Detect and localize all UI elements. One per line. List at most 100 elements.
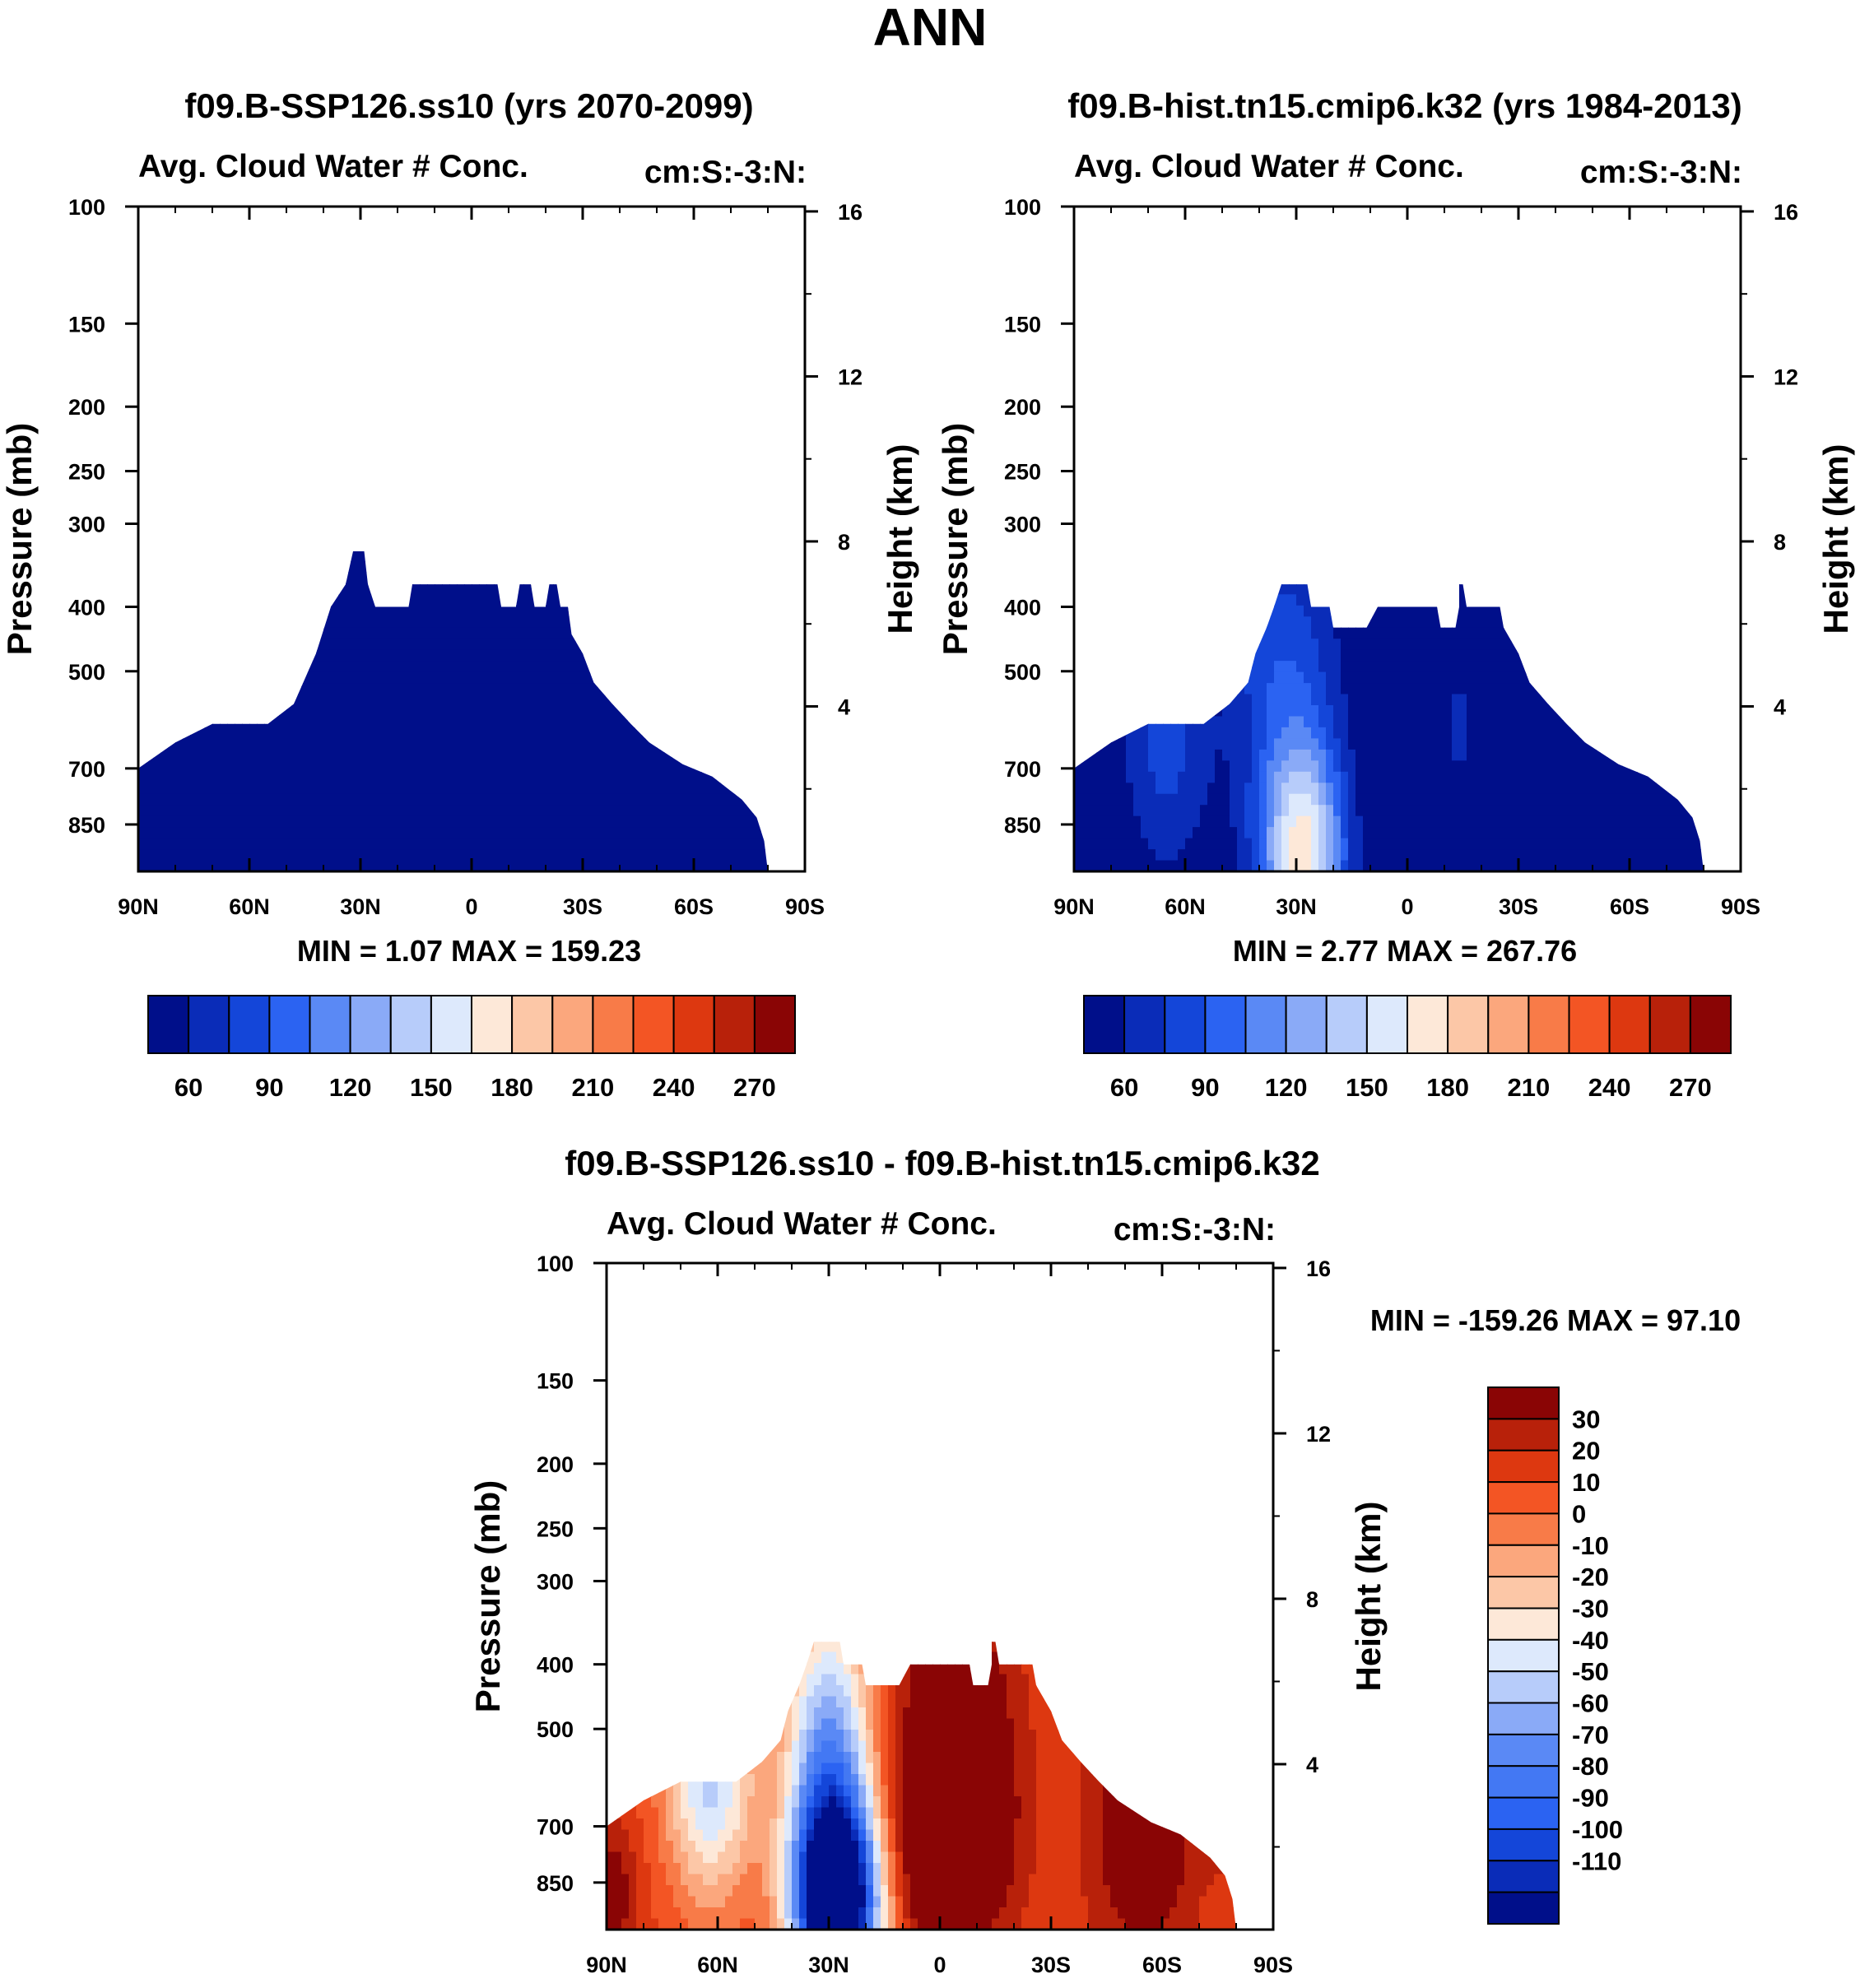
contour-cell: [1511, 716, 1519, 728]
contour-cell: [1533, 860, 1541, 871]
contour-cell: [427, 627, 435, 639]
contour-cell: [1096, 838, 1104, 850]
contour-cell: [249, 716, 258, 728]
contour-cell: [575, 727, 584, 740]
contour-cell: [1296, 639, 1304, 651]
contour-cell: [1252, 671, 1260, 684]
contour-cell: [242, 594, 250, 606]
contour-cell: [1489, 671, 1497, 684]
contour-cell: [1163, 749, 1171, 762]
contour-cell: [1267, 805, 1275, 817]
contour-cell: [494, 551, 502, 562]
contour-cell: [509, 760, 517, 773]
contour-cell: [1185, 671, 1193, 684]
contour-cell: [635, 716, 643, 728]
contour-cell: [1289, 738, 1297, 750]
colorbar-label: 90: [255, 1073, 283, 1102]
contour-cell: [1267, 705, 1275, 718]
contour-cell: [1585, 805, 1593, 817]
contour-cell: [160, 661, 169, 673]
contour-cell: [1400, 683, 1408, 695]
contour-cell: [1430, 627, 1438, 639]
contour-cell: [1467, 539, 1475, 550]
contour-cell: [1348, 738, 1356, 750]
contour-cell: [1096, 827, 1104, 839]
colorbar-box: [511, 995, 554, 1054]
contour-cell: [227, 551, 235, 562]
contour-cell: [264, 605, 272, 618]
contour-cell: [1444, 705, 1453, 718]
contour-cell: [1222, 661, 1230, 673]
contour-cell: [605, 838, 613, 850]
contour-cell: [753, 694, 761, 706]
contour-cell: [694, 671, 702, 684]
contour-cell: [323, 560, 332, 574]
contour-cell: [264, 705, 272, 718]
contour-cell: [279, 572, 287, 584]
contour-cell: [190, 683, 198, 695]
contour-cell: [1578, 661, 1586, 673]
contour-cell: [398, 671, 406, 684]
contour-cell: [1415, 849, 1423, 862]
contour-cell: [272, 594, 280, 606]
contour-cell: [486, 583, 495, 596]
contour-cell: [1230, 827, 1238, 839]
contour-cell: [716, 694, 724, 706]
contour-cell: [531, 838, 539, 850]
contour-cell: [1207, 616, 1216, 629]
contour-cell: [568, 572, 576, 584]
contour-cell: [760, 783, 768, 795]
contour-cell: [546, 572, 554, 584]
contour-cell: [1259, 671, 1267, 684]
contour-cell: [1326, 815, 1334, 828]
contour-cell: [464, 771, 472, 784]
contour-cell: [605, 583, 613, 596]
contour-cell: [1207, 805, 1216, 817]
contour-cell: [279, 639, 287, 651]
contour-cell: [323, 760, 332, 773]
contour-cell: [338, 661, 346, 673]
contour-cell: [257, 661, 265, 673]
contour-cell: [1111, 815, 1119, 828]
colorbar-box: [632, 995, 675, 1054]
contour-cell: [175, 849, 184, 862]
contour-cell: [1578, 605, 1586, 618]
contour-cell: [1593, 705, 1601, 718]
contour-cell: [1126, 616, 1134, 629]
contour-cell: [309, 815, 317, 828]
contour-cell: [301, 661, 309, 673]
contour-cell: [353, 572, 361, 584]
contour-cell: [1533, 639, 1541, 651]
contour-cell: [731, 694, 739, 706]
contour-cell: [1156, 639, 1164, 651]
contour-cell: [723, 671, 732, 684]
contour-cell: [449, 560, 458, 574]
contour-cell: [146, 783, 154, 795]
contour-cell: [1193, 605, 1201, 618]
contour-cell: [479, 616, 487, 629]
contour-cell: [227, 783, 235, 795]
contour-cell: [1163, 639, 1171, 651]
contour-cell: [272, 815, 280, 828]
contour-cell: [1133, 539, 1142, 550]
contour-cell: [649, 783, 658, 795]
contour-cell: [227, 738, 235, 750]
contour-cell: [1318, 539, 1327, 550]
contour-cell: [1548, 594, 1556, 606]
contour-cell: [775, 750, 784, 761]
contour-cell: [1489, 594, 1497, 606]
colorbar-box: [349, 995, 392, 1054]
contour-cell: [768, 838, 776, 850]
contour-cell: [1081, 705, 1090, 718]
contour-cell: [1555, 727, 1564, 740]
contour-cell: [1415, 827, 1423, 839]
contour-cell: [175, 815, 184, 828]
contour-cell: [1430, 838, 1438, 850]
contour-cell: [220, 849, 228, 862]
contour-cell: [538, 749, 546, 762]
contour-cell: [1400, 860, 1408, 871]
contour-cell: [227, 616, 235, 629]
contour-cell: [1148, 705, 1156, 718]
contour-cell: [531, 738, 539, 750]
contour-cell: [1378, 849, 1386, 862]
